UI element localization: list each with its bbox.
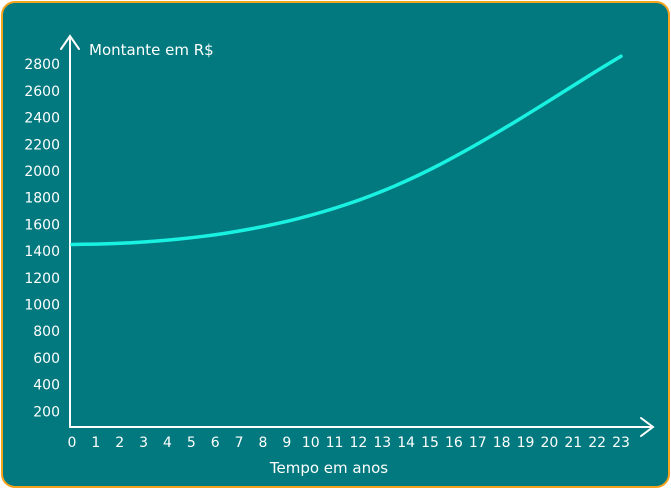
y-tick-label: 1200: [24, 271, 60, 287]
y-tick-label: 1000: [24, 298, 60, 314]
x-tick-label: 14: [397, 435, 415, 451]
x-tick-label: 6: [211, 435, 220, 451]
y-tick-label: 600: [33, 351, 60, 367]
y-tick-label: 800: [33, 324, 60, 340]
x-tick-label: 11: [326, 435, 344, 451]
series-line: [70, 54, 623, 247]
x-tick-label: 7: [235, 435, 244, 451]
y-axis-title: Montante em R$: [89, 41, 214, 59]
y-tick-label: 1800: [24, 191, 60, 207]
x-tick-label: 0: [68, 435, 77, 451]
x-tick-label: 21: [564, 435, 582, 451]
y-tick-label: 1400: [24, 244, 60, 260]
x-tick-label: 12: [350, 435, 368, 451]
series-group: [70, 54, 623, 247]
x-tick-label: 10: [302, 435, 320, 451]
x-tick-labels: 0 1 2 3 4 5 6 7 8 9 10 11 12 13 14 15 16 17 18 19 20 21 22 23: [68, 435, 630, 451]
x-tick-label: 15: [421, 435, 439, 451]
y-tick-label: 2800: [24, 57, 60, 73]
x-tick-label: 18: [493, 435, 511, 451]
x-axis-arrow: [640, 417, 655, 437]
x-tick-label: 17: [469, 435, 487, 451]
y-tick-label: 2400: [24, 111, 60, 127]
x-axis-title: Tempo em anos: [269, 459, 388, 477]
y-tick-label: 2600: [24, 84, 60, 100]
y-tick-label: 1600: [24, 217, 60, 233]
x-tick-label: 22: [588, 435, 606, 451]
x-tick-label: 13: [373, 435, 391, 451]
x-tick-label: 23: [612, 435, 630, 451]
x-tick-label: 4: [163, 435, 172, 451]
x-tick-label: 3: [139, 435, 148, 451]
x-tick-label: 9: [282, 435, 291, 451]
x-tick-label: 5: [187, 435, 196, 451]
axes: [60, 34, 655, 437]
line-chart: 2004006008001000120014001600180020002200…: [24, 34, 655, 477]
y-axis-arrow: [60, 34, 80, 50]
y-tick-label: 2200: [24, 137, 60, 153]
x-tick-label: 16: [445, 435, 463, 451]
x-tick-label: 8: [258, 435, 267, 451]
y-tick-label: 2000: [24, 164, 60, 180]
y-tick-label: 200: [33, 404, 60, 420]
x-tick-label: 20: [540, 435, 558, 451]
x-tick-label: 1: [91, 435, 100, 451]
y-tick-labels: 200 400 600 800 1000 1200 1400 1600 1800 2000 2200…: [24, 57, 60, 420]
x-tick-label: 2: [115, 435, 124, 451]
y-tick-label: 400: [33, 378, 60, 394]
x-tick-label: 19: [517, 435, 535, 451]
